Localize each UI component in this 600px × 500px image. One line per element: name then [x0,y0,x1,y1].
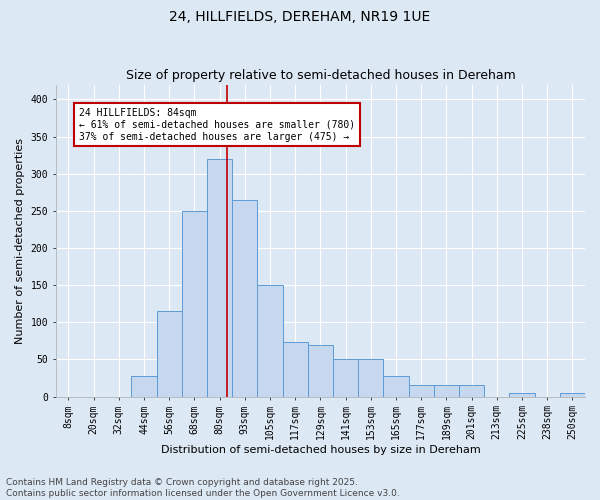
Bar [333,360,358,397]
Text: 24, HILLFIELDS, DEREHAM, NR19 1UE: 24, HILLFIELDS, DEREHAM, NR19 1UE [169,10,431,24]
Title: Size of property relative to semi-detached houses in Dereham: Size of property relative to semi-detach… [125,69,515,82]
Bar [409,384,434,396]
Bar [459,386,484,396]
Text: 24 HILLFIELDS: 84sqm
← 61% of semi-detached houses are smaller (780)
37% of semi: 24 HILLFIELDS: 84sqm ← 61% of semi-detac… [79,108,355,142]
Bar [560,393,585,396]
Bar [232,200,257,396]
Bar [283,342,308,396]
Bar [182,211,207,396]
Bar [509,393,535,396]
Bar [358,360,383,397]
Y-axis label: Number of semi-detached properties: Number of semi-detached properties [15,138,25,344]
Text: Contains HM Land Registry data © Crown copyright and database right 2025.
Contai: Contains HM Land Registry data © Crown c… [6,478,400,498]
Bar [383,376,409,396]
Bar [257,285,283,397]
Bar [131,376,157,396]
Bar [434,386,459,396]
X-axis label: Distribution of semi-detached houses by size in Dereham: Distribution of semi-detached houses by … [161,445,480,455]
Bar [308,344,333,397]
Bar [207,159,232,396]
Bar [157,311,182,396]
